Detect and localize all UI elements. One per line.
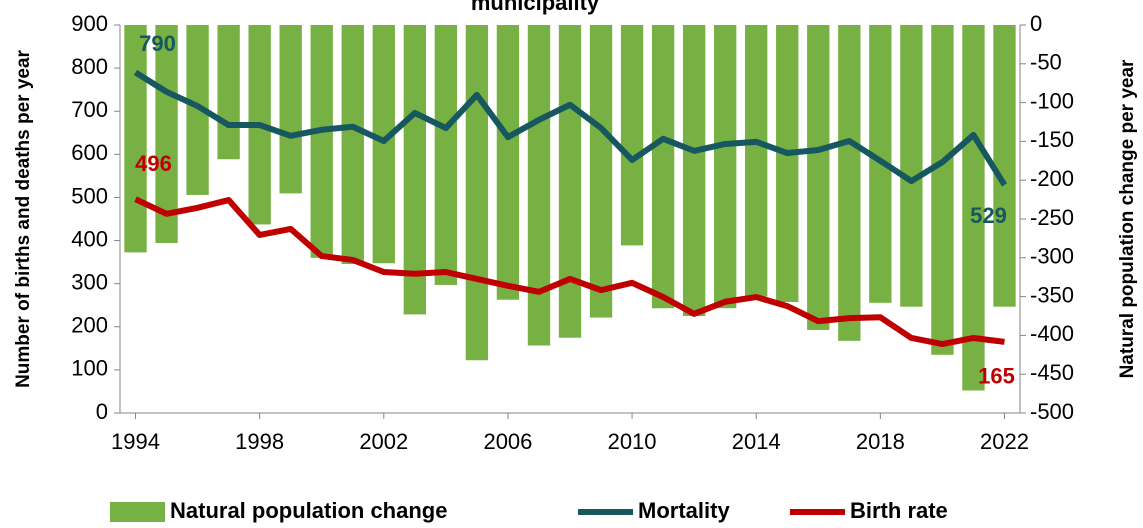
bar (993, 25, 1016, 307)
legend-label: Natural population change (170, 498, 447, 523)
x-tick-label: 2002 (359, 429, 408, 454)
x-tick-label: 1994 (111, 429, 160, 454)
y-tick-label: 400 (71, 226, 108, 251)
bar (279, 25, 302, 194)
y2-tick-label: -200 (1030, 166, 1074, 191)
y2-tick-label: -500 (1030, 399, 1074, 424)
bar (217, 25, 240, 160)
bar (341, 25, 364, 265)
bar (186, 25, 209, 195)
chart-title: municipality (471, 0, 600, 15)
bar (403, 25, 426, 315)
y2-tick-label: -150 (1030, 127, 1074, 152)
x-tick-label: 2014 (732, 429, 781, 454)
line (134, 196, 1005, 348)
bar (807, 25, 830, 330)
bar (155, 25, 178, 244)
y2-tick-label: -100 (1030, 88, 1074, 113)
bar (962, 25, 985, 391)
bar (372, 25, 395, 264)
x-tick-label: 1998 (235, 429, 284, 454)
data-label: 165 (978, 364, 1015, 389)
y-tick-label: 500 (71, 183, 108, 208)
y-tick-label: 200 (71, 313, 108, 338)
x-tick-label: 2018 (856, 429, 905, 454)
y2-tick-label: -400 (1030, 321, 1074, 346)
y-tick-label: 0 (96, 399, 108, 424)
x-tick-label: 2010 (608, 429, 657, 454)
bar (620, 25, 644, 246)
y2-tick-label: -450 (1030, 360, 1074, 385)
bar (310, 25, 333, 258)
legend-swatch (110, 502, 165, 522)
legend-label: Birth rate (850, 498, 948, 523)
bar (714, 25, 737, 309)
y-tick-label: 800 (71, 54, 108, 79)
bar (124, 25, 147, 253)
y2-tick-label: -50 (1030, 50, 1062, 75)
y-axis-label: Number of births and deaths per year (13, 49, 34, 387)
data-label: 529 (970, 203, 1007, 228)
bar (900, 25, 923, 307)
y2-tick-label: -250 (1030, 205, 1074, 230)
x-tick-label: 2006 (483, 429, 532, 454)
bar (558, 25, 582, 338)
bar (434, 25, 458, 285)
y-tick-label: 100 (71, 356, 108, 381)
bar (496, 25, 520, 300)
data-label: 496 (135, 151, 172, 176)
bar (465, 25, 489, 361)
y-tick-label: 700 (71, 97, 108, 122)
bar (527, 25, 551, 346)
bar (931, 25, 954, 355)
x-tick-label: 2022 (980, 429, 1029, 454)
y-tick-label: 600 (71, 140, 108, 165)
y2-axis-label: Natural population change per year (1117, 59, 1138, 378)
bar (589, 25, 613, 318)
bar (838, 25, 861, 341)
y-tick-label: 300 (71, 269, 108, 294)
line (133, 69, 1008, 187)
bar (776, 25, 799, 303)
bar (651, 25, 675, 309)
bar (682, 25, 706, 316)
y2-tick-label: -300 (1030, 244, 1074, 269)
bar (745, 25, 768, 297)
data-label: 790 (139, 31, 176, 56)
legend-label: Mortality (638, 498, 730, 523)
y2-tick-label: -350 (1030, 282, 1074, 307)
y2-tick-label: 0 (1030, 11, 1042, 36)
y-tick-label: 900 (71, 11, 108, 36)
